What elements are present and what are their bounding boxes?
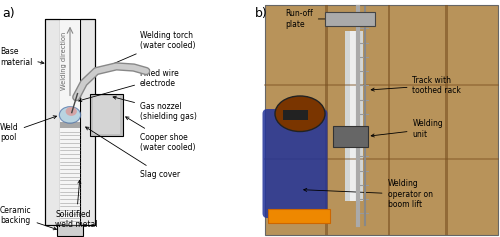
Text: Slag cover: Slag cover: [86, 127, 180, 179]
Ellipse shape: [275, 96, 325, 132]
Text: Welding direction: Welding direction: [61, 32, 67, 90]
Text: Base
material: Base material: [0, 47, 44, 67]
Bar: [92, 96, 120, 134]
Bar: [268, 209, 330, 223]
Text: Welding torch
(water cooled): Welding torch (water cooled): [100, 31, 196, 70]
Bar: [45, 19, 95, 225]
Bar: [350, 31, 358, 201]
Text: Filled wire
electrode: Filled wire electrode: [78, 68, 179, 101]
Bar: [58, 225, 82, 236]
Text: b): b): [255, 7, 268, 20]
Bar: [90, 94, 122, 136]
Bar: [282, 110, 308, 120]
Text: Run-off
plate: Run-off plate: [285, 9, 346, 29]
Text: Welding
operator on
boom lift: Welding operator on boom lift: [304, 179, 432, 209]
Text: Gas nozzel
(shielding gas): Gas nozzel (shielding gas): [113, 96, 197, 121]
Ellipse shape: [66, 107, 77, 116]
FancyBboxPatch shape: [262, 109, 328, 218]
Bar: [345, 31, 362, 201]
Bar: [445, 5, 448, 235]
Text: Weld
pool: Weld pool: [0, 116, 56, 142]
Ellipse shape: [60, 107, 80, 123]
Bar: [60, 122, 80, 128]
Bar: [45, 19, 60, 225]
Bar: [60, 19, 80, 225]
Text: a): a): [2, 7, 15, 20]
Text: Cooper shoe
(water cooled): Cooper shoe (water cooled): [126, 117, 196, 152]
Bar: [388, 5, 390, 235]
Text: Track with
toothed rack: Track with toothed rack: [371, 76, 462, 95]
Text: Ceramic
backing: Ceramic backing: [0, 206, 56, 230]
Bar: [332, 126, 368, 147]
Text: Welding
unit: Welding unit: [371, 119, 444, 139]
Bar: [325, 12, 375, 26]
Bar: [325, 5, 328, 235]
Bar: [80, 19, 95, 225]
Text: Solidified
weld metal: Solidified weld metal: [55, 180, 98, 229]
